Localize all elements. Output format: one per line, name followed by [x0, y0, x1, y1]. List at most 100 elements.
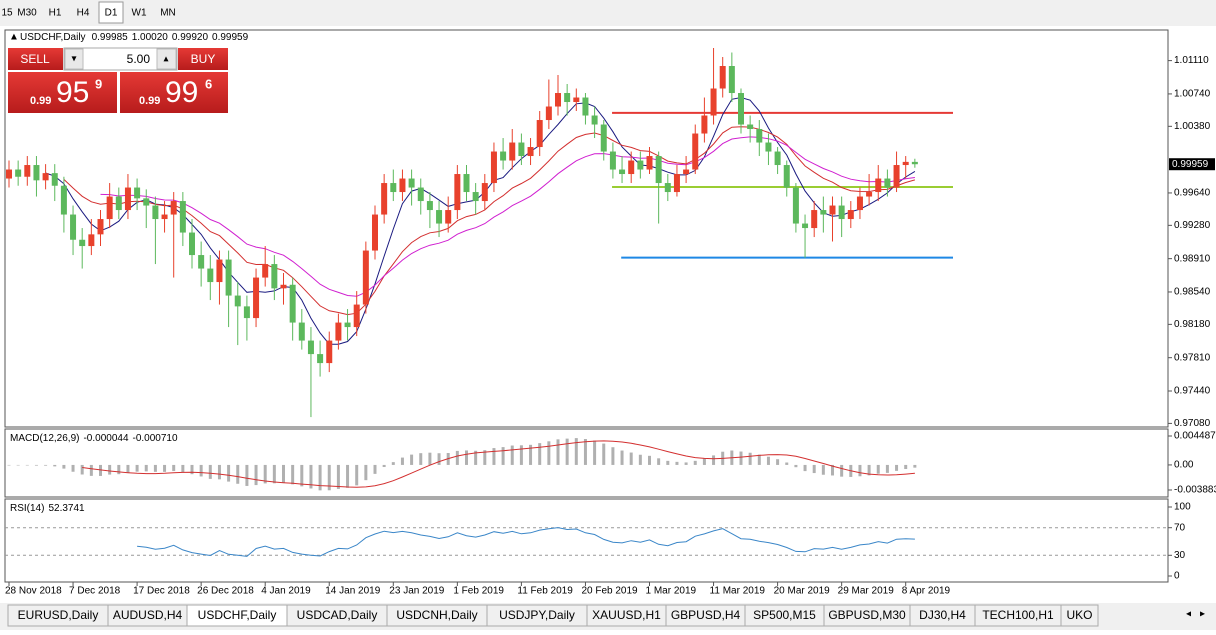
x-tick-label: 7 Dec 2018: [69, 586, 121, 597]
macd-histogram-bar: [318, 464, 322, 491]
macd-histogram-bar: [217, 464, 221, 480]
buy-button[interactable]: [178, 48, 228, 70]
candle-body: [673, 174, 680, 193]
macd-signal-line: [82, 440, 915, 488]
tab-scroll-right[interactable]: ▸: [1200, 609, 1205, 620]
low-readout: 0.99920: [172, 32, 209, 43]
timeframe-button[interactable]: D1: [105, 8, 118, 19]
macd-histogram-bar: [126, 464, 130, 473]
candle-body: [564, 93, 571, 103]
tab-label[interactable]: DJ30,H4: [919, 608, 966, 622]
lot-up-icon: ▴: [163, 54, 168, 65]
candle-body: [436, 210, 443, 224]
candle-body: [317, 354, 324, 364]
tab-label[interactable]: USDJPY,Daily: [499, 608, 575, 622]
candle-body: [307, 340, 314, 355]
x-tick-label: 23 Jan 2019: [389, 586, 444, 597]
x-tick-label: 8 Apr 2019: [902, 586, 951, 597]
tab-label[interactable]: AUDUSD,H4: [113, 608, 183, 622]
macd-histogram-bar: [574, 438, 578, 465]
macd-histogram-bar: [16, 464, 20, 466]
sell-label[interactable]: SELL: [20, 52, 50, 66]
candle-body: [774, 151, 781, 166]
macd-histogram-bar: [693, 460, 697, 465]
candle-body: [628, 160, 635, 175]
macd-histogram-bar: [858, 464, 862, 477]
macd-histogram-bar: [629, 452, 633, 465]
candle-body: [820, 210, 827, 215]
macd-histogram-bar: [208, 464, 212, 479]
macd-histogram-bar: [620, 450, 624, 465]
macd-readout: -0.000044: [83, 433, 128, 444]
timeframe-button[interactable]: M30: [17, 8, 37, 19]
macd-histogram-bar: [355, 464, 359, 486]
timeframe-button[interactable]: H1: [49, 8, 62, 19]
buy-price-box[interactable]: [120, 72, 228, 113]
lot-up[interactable]: [156, 48, 177, 70]
macd-histogram-bar: [510, 445, 514, 465]
timeframe-button[interactable]: W1: [132, 8, 147, 19]
buy-price-big-figure: 0.99: [139, 95, 160, 107]
sell-button[interactable]: [8, 48, 63, 70]
candle-body: [271, 264, 278, 289]
rsi-pane: [4, 498, 1169, 583]
candle-body: [792, 187, 799, 224]
candle-body: [536, 120, 543, 148]
timeframe-button[interactable]: MN: [160, 8, 176, 19]
tab[interactable]: [1060, 604, 1099, 627]
macd-histogram-bar: [895, 464, 899, 471]
candle-body: [408, 178, 415, 188]
main-plot: [6, 48, 953, 418]
lot-input[interactable]: [63, 47, 178, 71]
buy-label[interactable]: BUY: [191, 52, 216, 66]
timeframe-button[interactable]: H4: [77, 8, 90, 19]
y-tick-label: 0.98180: [1174, 319, 1211, 330]
candle-body: [591, 115, 598, 125]
macd-histogram-bar: [263, 464, 267, 484]
macd-histogram-bar: [291, 464, 295, 485]
tab-label[interactable]: GBPUSD,H4: [671, 608, 741, 622]
tab-label[interactable]: TECH100,H1: [982, 608, 1054, 622]
y-tick-label: 70: [1174, 522, 1186, 533]
timeframe-button[interactable]: 15: [1, 8, 13, 19]
macd-histogram-bar: [913, 464, 917, 468]
lot-down[interactable]: [64, 48, 84, 70]
lot-value[interactable]: 5.00: [127, 52, 151, 66]
macd-histogram-bar: [794, 464, 798, 468]
macd-histogram-bar: [885, 464, 889, 473]
tab-label[interactable]: SP500,M15: [753, 608, 816, 622]
macd-histogram-bar: [7, 464, 11, 466]
x-tick-label: 28 Nov 2018: [5, 586, 62, 597]
x-tick-label: 17 Dec 2018: [133, 586, 190, 597]
candle-body: [701, 115, 708, 134]
tab-label[interactable]: GBPUSD,M30: [828, 608, 906, 622]
y-tick-label: 0: [1174, 571, 1180, 582]
y-tick-label: 0.97810: [1174, 352, 1211, 363]
candle-body: [783, 165, 790, 188]
macd-plot: [7, 438, 917, 491]
macd-histogram-bar: [300, 464, 304, 487]
tab-scroll-left[interactable]: ◂: [1186, 609, 1191, 620]
macd-histogram-bar: [675, 461, 679, 465]
x-tick-label: 29 Mar 2019: [838, 586, 895, 597]
tab-label[interactable]: UKO: [1066, 608, 1092, 622]
tab-label[interactable]: USDCHF,Daily: [198, 608, 277, 622]
y-tick-label: 0.99640: [1174, 188, 1211, 199]
macd-histogram-bar: [227, 464, 231, 482]
macd-histogram-bar: [44, 464, 48, 466]
macd-histogram-bar: [153, 464, 157, 472]
candle-body: [472, 192, 479, 202]
candle-body: [609, 151, 616, 170]
tab-label[interactable]: XAUUSD,H1: [592, 608, 661, 622]
tab-label[interactable]: USDCNH,Daily: [396, 608, 477, 622]
macd-histogram-bar: [474, 450, 478, 465]
candle-body: [655, 156, 662, 184]
macd-histogram-bar: [776, 459, 780, 465]
sell-price-box[interactable]: [8, 72, 117, 113]
macd-histogram-bar: [666, 460, 670, 465]
tab-label[interactable]: USDCAD,Daily: [297, 608, 378, 622]
macd-histogram-bar: [236, 464, 240, 484]
tab-label[interactable]: EURUSD,Daily: [18, 608, 99, 622]
macd-histogram-bar: [904, 464, 908, 470]
